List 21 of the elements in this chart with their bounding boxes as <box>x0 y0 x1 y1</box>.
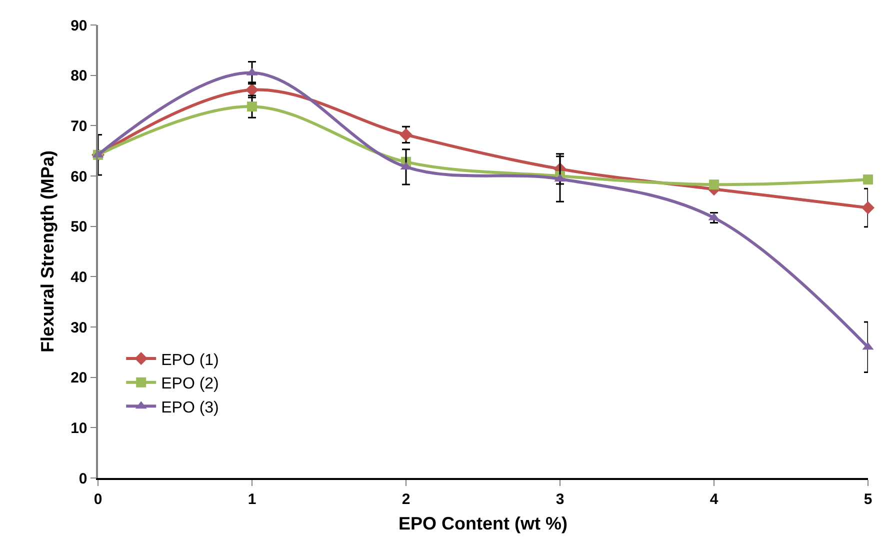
x-tick-label: 4 <box>710 490 719 508</box>
legend-label: EPO (2) <box>161 376 219 393</box>
x-tick-label: 3 <box>556 490 564 508</box>
x-tick-label: 2 <box>402 490 410 508</box>
legend-label: EPO (3) <box>161 399 219 416</box>
legend-label: EPO (1) <box>161 352 219 369</box>
y-axis-title: Flexural Strength (MPa) <box>37 150 58 353</box>
y-tick-label: 80 <box>70 68 88 85</box>
y-tick-label: 70 <box>70 118 88 135</box>
y-tick-label: 40 <box>70 268 88 286</box>
x-tick-label: 0 <box>94 490 102 508</box>
x-tick-label: 5 <box>864 490 872 508</box>
y-tick-label: 50 <box>70 218 88 236</box>
y-tick-label: 0 <box>78 470 88 488</box>
y-tick-label: 20 <box>70 370 88 387</box>
y-tick-label: 90 <box>70 17 88 34</box>
y-tick-label: 10 <box>70 420 88 437</box>
y-tick-label: 30 <box>70 319 88 336</box>
x-axis-title: EPO Content (wt %) <box>398 513 568 534</box>
y-tick-label: 60 <box>70 168 88 186</box>
x-tick-label: 1 <box>248 490 256 508</box>
